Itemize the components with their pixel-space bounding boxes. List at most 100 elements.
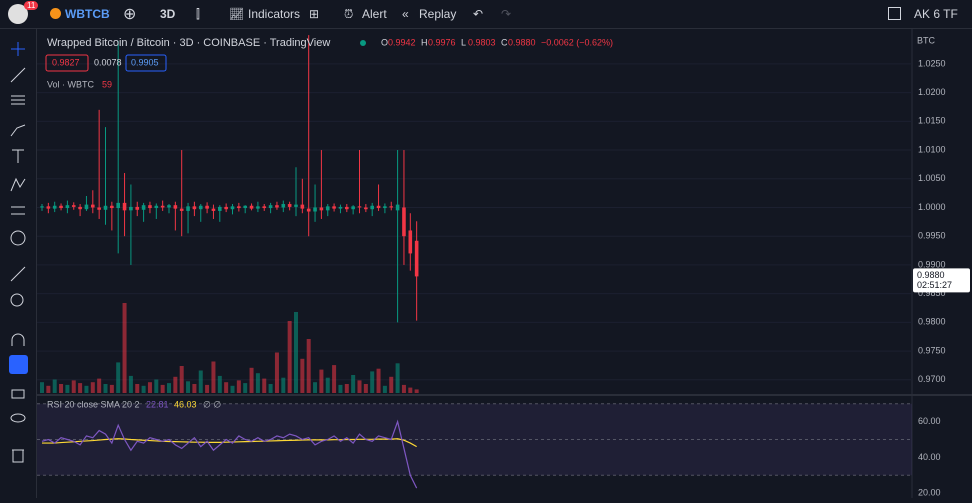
y-tick-label: 40.00 [918, 452, 941, 462]
volume-bar [84, 385, 89, 393]
rsi-extra: ∅ ∅ [203, 399, 221, 409]
ruler[interactable] [10, 266, 26, 282]
chart-type[interactable]: ⫿ [196, 7, 200, 21]
volume-bar [97, 378, 102, 393]
add-symbol[interactable]: ⊕ [123, 6, 137, 23]
candle-body [129, 206, 133, 211]
pattern[interactable] [10, 177, 26, 192]
avatar[interactable] [8, 4, 28, 24]
emoji[interactable] [10, 230, 26, 246]
y-tick-label: 1.0050 [918, 173, 946, 183]
spread: 0.0078 [94, 57, 122, 67]
volume-bar [65, 384, 70, 393]
countdown: 02:51:27 [917, 280, 952, 290]
candle-body [122, 202, 127, 211]
alert[interactable]: Alert [362, 7, 387, 21]
currency: BTC [917, 35, 936, 45]
candle-body [370, 205, 374, 210]
candle-body [46, 206, 51, 209]
ohlc-label: C [501, 37, 508, 47]
candle-body [300, 204, 305, 209]
legend-title: Wrapped Bitcoin / Bitcoin · 3D · COINBAS… [47, 37, 330, 49]
bid: 0.9827 [52, 57, 80, 67]
candle-body [357, 206, 362, 208]
indicators[interactable]: Indicators [248, 7, 301, 21]
undo[interactable]: ↶ [473, 7, 484, 21]
volume-bar [363, 384, 368, 393]
forecast[interactable] [11, 206, 25, 215]
ohlc-value: 0.9976 [428, 37, 456, 47]
volume-bar [344, 384, 349, 393]
volume-bar [401, 384, 406, 393]
y-tick-label: 1.0000 [918, 202, 946, 212]
candle-body [332, 206, 336, 209]
trend-line[interactable] [10, 67, 26, 83]
status-dot [360, 40, 366, 46]
candle-body [237, 206, 241, 209]
candle-body [148, 205, 152, 209]
volume-bar [122, 303, 127, 393]
fib-tool[interactable] [11, 95, 25, 105]
volume-bar [173, 376, 178, 393]
interval[interactable]: 3D [160, 7, 176, 21]
volume-bar [103, 384, 108, 393]
candle-body [40, 206, 44, 208]
replay[interactable]: Replay [419, 7, 457, 21]
candle-body [91, 204, 95, 208]
volume-bar [59, 384, 64, 393]
volume-bar [198, 370, 203, 393]
crosshair[interactable] [11, 42, 25, 56]
brush[interactable] [10, 124, 26, 137]
redo[interactable]: ↷ [501, 7, 512, 21]
candle-body [243, 205, 247, 209]
candle-body [59, 205, 63, 209]
volume-bar [408, 387, 413, 393]
candle-body [218, 206, 222, 211]
visibility[interactable] [10, 413, 26, 423]
candle-body [275, 205, 279, 208]
candle-body [364, 207, 368, 210]
candle-body [97, 207, 101, 210]
y-tick-label: 0.9850 [918, 288, 946, 298]
candle-body [167, 205, 171, 208]
rsi-name: RSI 20 close SMA 20 2 [47, 399, 140, 409]
layout-checkbox[interactable] [888, 7, 901, 20]
volume-bar [236, 380, 241, 393]
candle-body [230, 206, 235, 210]
candle-body [84, 204, 89, 210]
text-tool[interactable] [12, 149, 24, 163]
candle-body [154, 205, 159, 209]
layout[interactable]: AK 6 TF [914, 7, 958, 21]
lock[interactable] [11, 389, 25, 399]
lock-drawing[interactable] [9, 355, 28, 374]
bid-box [45, 54, 89, 72]
candle-body [211, 208, 216, 211]
magnet[interactable] [11, 333, 25, 346]
y-tick-label: 0.9700 [918, 374, 946, 384]
symbol[interactable]: WBTCBTC [65, 7, 110, 21]
volume-bar [141, 385, 146, 393]
volume-bar [274, 352, 279, 393]
candle-body [141, 205, 146, 210]
candle-body [179, 208, 184, 211]
candle-body [313, 207, 317, 212]
volume-bar [249, 367, 254, 393]
volume-bar [128, 375, 133, 393]
chart-area: 0.9700 0.9750 0.9800 0.9850 0.9900 0.9950 1.00… [37, 29, 972, 498]
candle-body [281, 204, 286, 208]
volume-bar [294, 312, 298, 393]
templates[interactable]: ⊞ [309, 7, 320, 21]
trash[interactable] [12, 449, 24, 463]
volume-bar [135, 384, 140, 393]
volume-bar [325, 377, 330, 393]
y-tick-label: 20.00 [918, 488, 941, 498]
candle-body [383, 206, 387, 209]
volume-bar [205, 384, 210, 393]
volume-bar [319, 369, 324, 393]
volume-bar [160, 384, 165, 393]
zoom[interactable] [10, 293, 24, 307]
candle-body [294, 204, 298, 207]
volume-bar [192, 384, 197, 393]
candle-body [173, 205, 178, 209]
